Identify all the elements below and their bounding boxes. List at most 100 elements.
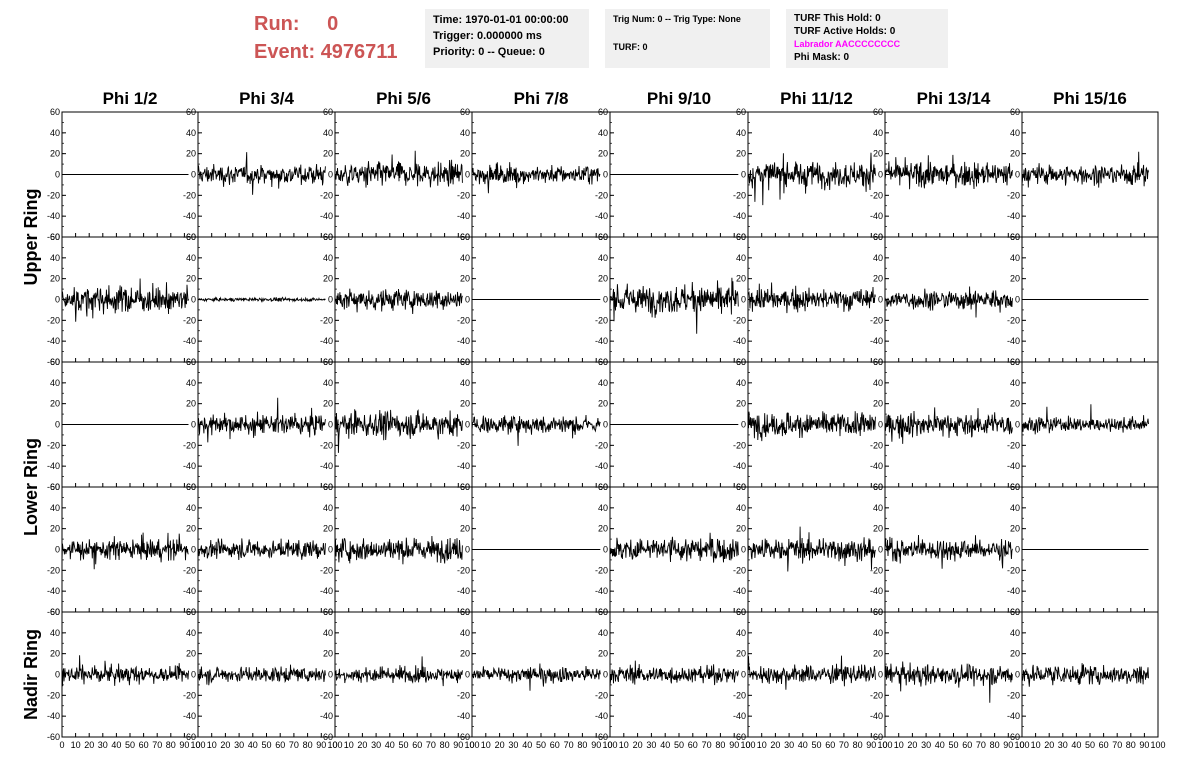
x-tick-label: 90	[591, 740, 601, 750]
x-tick-label: 100	[740, 740, 755, 750]
y-tick-label: 40	[323, 253, 333, 263]
y-tick-label: -20	[1007, 190, 1020, 200]
x-tick-label: 0	[882, 740, 887, 750]
y-tick-label: 20	[598, 524, 608, 534]
x-tick-label: 70	[152, 740, 162, 750]
x-tick-label: 10	[344, 740, 354, 750]
y-tick-label: 20	[460, 274, 470, 284]
y-tick-label: -20	[47, 440, 60, 450]
event-label: Event:	[254, 41, 316, 63]
y-tick-label: 60	[460, 607, 470, 617]
y-tick-label: 20	[736, 274, 746, 284]
y-tick-label: 60	[50, 357, 60, 367]
y-tick-label: 60	[323, 107, 333, 117]
waveform-trace	[884, 661, 1013, 703]
y-tick-label: -60	[47, 232, 60, 242]
y-tick-label: 60	[50, 482, 60, 492]
y-tick-label: -40	[320, 586, 333, 596]
y-tick-label: -40	[47, 586, 60, 596]
y-tick-label: -20	[47, 190, 60, 200]
y-tick-label: -40	[870, 336, 883, 346]
y-tick-label: 40	[736, 628, 746, 638]
y-tick-label: 60	[50, 607, 60, 617]
y-tick-label: -20	[320, 315, 333, 325]
y-tick-label: -40	[870, 211, 883, 221]
y-tick-label: 40	[873, 253, 883, 263]
y-tick-label: 60	[50, 232, 60, 242]
y-tick-label: 40	[50, 253, 60, 263]
y-tick-label: 0	[878, 670, 883, 680]
x-tick-label: 100	[327, 740, 342, 750]
x-tick-label: 50	[674, 740, 684, 750]
y-tick-label: -20	[47, 690, 60, 700]
y-tick-label: 40	[323, 128, 333, 138]
y-tick-label: 20	[50, 274, 60, 284]
waveform-trace	[197, 538, 326, 561]
x-tick-label: 70	[426, 740, 436, 750]
y-tick-label: 20	[460, 524, 470, 534]
y-tick-label: 60	[598, 107, 608, 117]
x-tick-label: 10	[1031, 740, 1041, 750]
waveform-trace	[334, 288, 463, 315]
y-tick-label: 20	[1010, 149, 1020, 159]
y-tick-label: 40	[1010, 378, 1020, 388]
y-tick-label: -20	[870, 565, 883, 575]
x-tick-label: 40	[1071, 740, 1081, 750]
y-tick-label: 60	[873, 482, 883, 492]
y-tick-label: 20	[1010, 274, 1020, 284]
y-tick-label: 0	[603, 170, 608, 180]
y-tick-label: -60	[47, 357, 60, 367]
y-tick-label: -20	[1007, 565, 1020, 575]
waveform-trace	[61, 278, 189, 322]
y-tick-label: 40	[736, 253, 746, 263]
y-tick-label: -20	[595, 190, 608, 200]
y-tick-label: 20	[736, 524, 746, 534]
y-tick-label: 20	[736, 649, 746, 659]
x-tick-label: 60	[275, 740, 285, 750]
y-tick-label: 60	[1010, 482, 1020, 492]
y-tick-label: 0	[328, 670, 333, 680]
y-tick-label: -20	[320, 690, 333, 700]
waveform-trace	[197, 397, 326, 443]
y-tick-label: -20	[457, 690, 470, 700]
turf-line: TURF: 0	[613, 42, 648, 52]
column-title-2: Phi 3/4	[239, 89, 294, 108]
y-tick-label: 40	[323, 378, 333, 388]
y-tick-label: 40	[186, 128, 196, 138]
y-tick-label: 0	[878, 295, 883, 305]
y-tick-label: 60	[736, 482, 746, 492]
y-tick-label: 40	[186, 253, 196, 263]
y-tick-label: 0	[603, 420, 608, 430]
y-tick-label: 20	[873, 524, 883, 534]
y-tick-label: -60	[47, 732, 60, 742]
waveform-trace	[471, 663, 601, 691]
y-tick-label: 0	[191, 670, 196, 680]
x-tick-label: 40	[111, 740, 121, 750]
y-tick-label: 60	[598, 607, 608, 617]
y-tick-label: 60	[1010, 107, 1020, 117]
y-tick-label: -20	[1007, 315, 1020, 325]
y-tick-label: -40	[870, 586, 883, 596]
y-tick-label: -40	[183, 336, 196, 346]
y-tick-label: -40	[733, 336, 746, 346]
y-tick-label: 20	[736, 149, 746, 159]
y-tick-label: -20	[733, 690, 746, 700]
x-tick-label: 20	[220, 740, 230, 750]
waveform-trace	[61, 532, 189, 570]
y-tick-label: 20	[186, 274, 196, 284]
x-tick-label: 30	[234, 740, 244, 750]
y-tick-label: 20	[186, 149, 196, 159]
run-label: Run:	[254, 13, 300, 35]
y-tick-label: 20	[598, 149, 608, 159]
y-tick-label: 60	[736, 232, 746, 242]
y-tick-label: -40	[595, 461, 608, 471]
y-tick-label: -40	[733, 586, 746, 596]
y-tick-label: 0	[741, 295, 746, 305]
x-tick-label: 90	[1139, 740, 1149, 750]
y-tick-label: 60	[186, 482, 196, 492]
y-tick-label: 20	[598, 274, 608, 284]
y-tick-label: -20	[320, 440, 333, 450]
x-tick-label: 100	[877, 740, 892, 750]
y-tick-label: -40	[47, 711, 60, 721]
y-tick-label: 60	[186, 232, 196, 242]
